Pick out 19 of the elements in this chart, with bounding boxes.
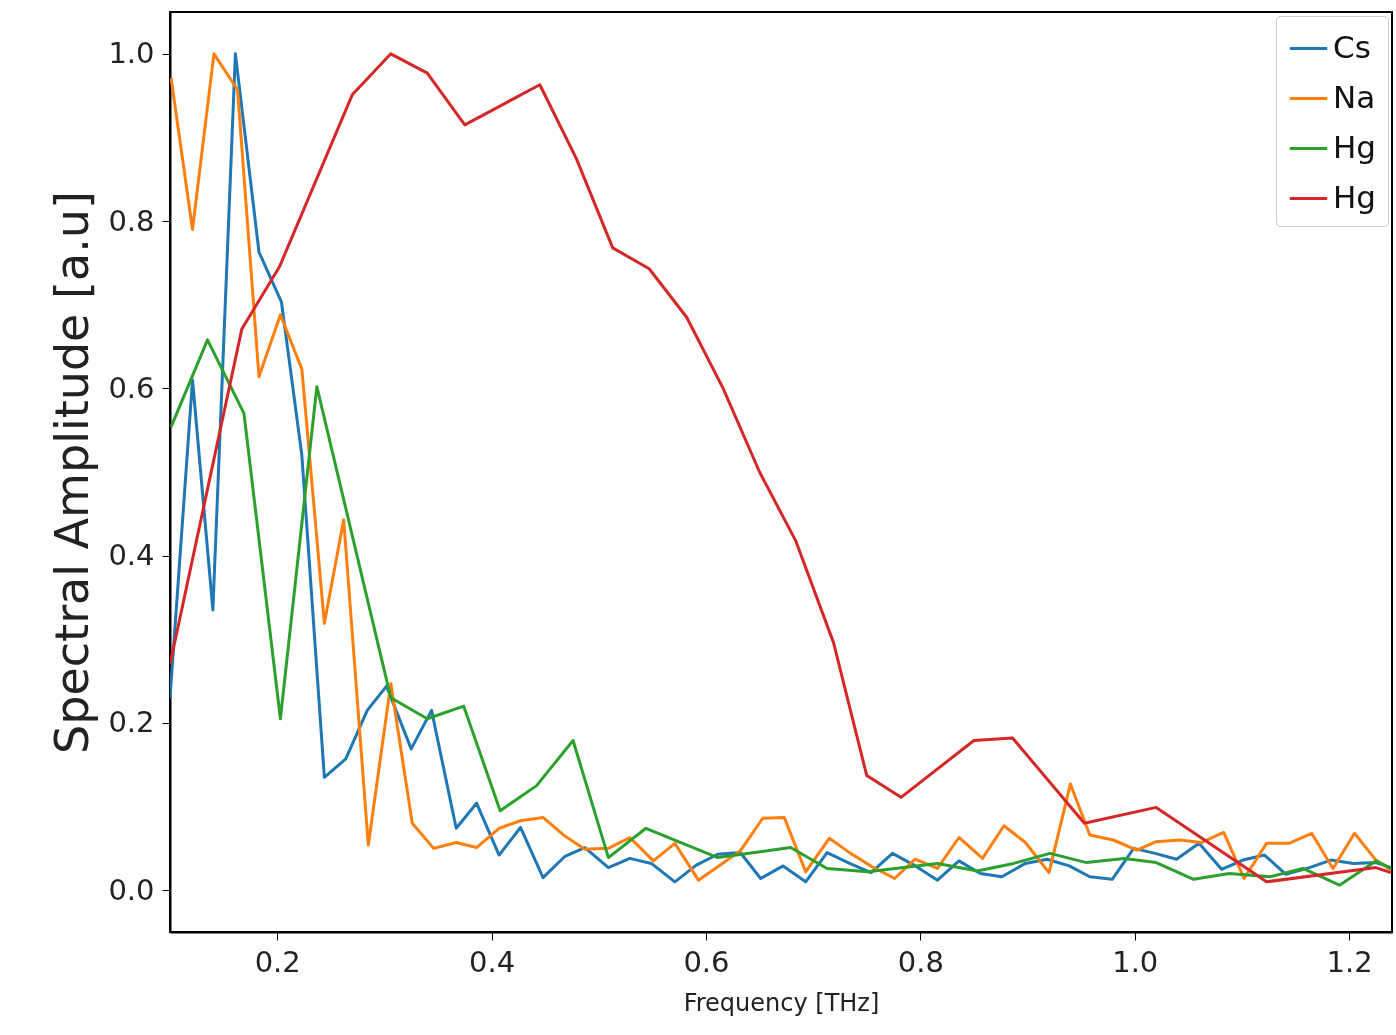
x-tick-label: 0.6 <box>683 944 730 979</box>
y-tick-label: 1.0 <box>108 36 155 71</box>
line-series <box>170 338 1392 887</box>
legend-label: Na <box>1333 78 1376 115</box>
y-tick-label: 0.4 <box>108 538 155 573</box>
y-tick-label: 0.2 <box>108 705 155 740</box>
x-tick-label: 0.8 <box>897 944 944 979</box>
y-tick-label: 0.8 <box>108 203 155 238</box>
x-tick-label: 0.2 <box>254 944 301 979</box>
y-tick-label: 0.6 <box>108 370 155 405</box>
legend-label: Hg <box>1333 178 1376 215</box>
y-tick-label: 0.0 <box>108 872 155 907</box>
x-tick-label: 1.2 <box>1326 944 1373 979</box>
y-axis-title: Spectral Amplitude [a.u] <box>45 191 100 754</box>
legend-label: Cs <box>1333 28 1371 65</box>
x-tick-label: 1.0 <box>1112 944 1159 979</box>
legend-label: Hg <box>1333 128 1376 165</box>
x-axis-title: Frequency [THz] <box>683 988 880 1017</box>
x-tick-label: 0.4 <box>469 944 516 979</box>
